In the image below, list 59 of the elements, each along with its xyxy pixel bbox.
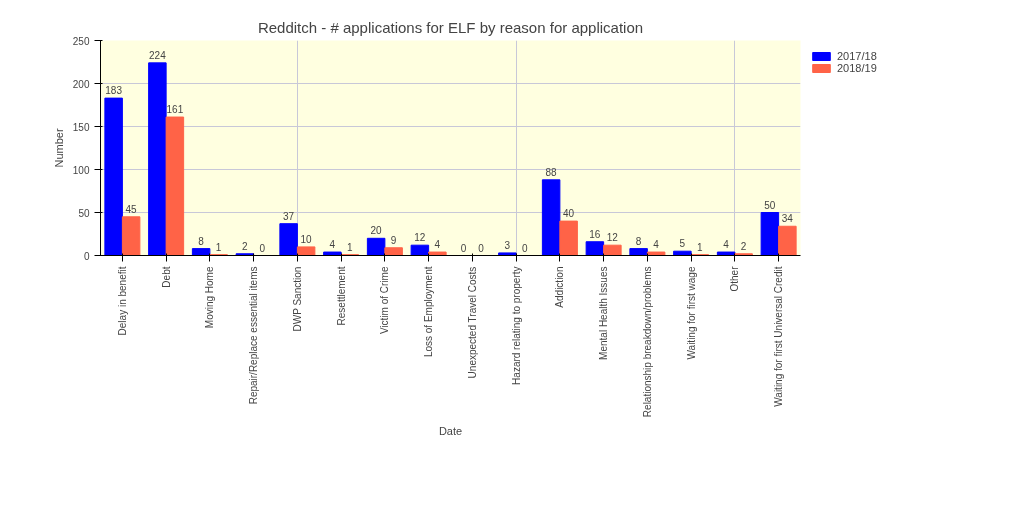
y-axis-title: Number bbox=[52, 128, 65, 168]
y-tick-label: 100 bbox=[72, 164, 90, 176]
x-tick-label: Resettlement bbox=[335, 266, 347, 326]
data-label: 2 bbox=[740, 240, 747, 252]
data-label: 0 bbox=[259, 242, 266, 254]
data-label: 224 bbox=[149, 49, 167, 61]
data-label: 16 bbox=[589, 228, 601, 240]
x-tick-label: Mental Health Issues bbox=[598, 266, 610, 360]
data-label: 1 bbox=[697, 241, 704, 253]
y-tick-label: 250 bbox=[72, 35, 90, 47]
chart-title: Redditch - # applications for ELF by reason for application bbox=[257, 18, 644, 36]
x-tick-label: Unexpected Travel Costs bbox=[466, 266, 478, 379]
data-label: 12 bbox=[414, 232, 426, 244]
data-label: 10 bbox=[300, 233, 313, 245]
data-label: 8 bbox=[635, 235, 642, 247]
y-tick-label: 50 bbox=[78, 207, 90, 219]
data-label: 45 bbox=[125, 203, 138, 215]
data-label: 8 bbox=[198, 235, 205, 247]
data-label: 9 bbox=[390, 234, 397, 246]
x-tick-label: Loss of Employment bbox=[423, 266, 435, 358]
x-tick-label: Other bbox=[729, 265, 741, 292]
x-tick-label: Waiting for first Universal Credit bbox=[773, 266, 785, 407]
data-label: 1 bbox=[347, 241, 354, 253]
data-label: 40 bbox=[563, 208, 575, 220]
y-tick-label: 200 bbox=[72, 78, 90, 90]
data-label: 4 bbox=[329, 239, 336, 251]
data-label: 183 bbox=[105, 85, 123, 97]
data-label: 4 bbox=[434, 239, 441, 251]
x-tick-label: Repair/Replace essential items bbox=[248, 266, 260, 405]
x-tick-label: Debt bbox=[160, 266, 172, 288]
y-tick-label: 0 bbox=[83, 250, 90, 262]
y-tick-label: 150 bbox=[72, 121, 90, 133]
legend-label: 2018/19 bbox=[837, 62, 877, 74]
x-tick-label: Hazard relating to property bbox=[510, 266, 522, 385]
x-tick-label: Addiction bbox=[554, 266, 566, 308]
data-label: 4 bbox=[653, 239, 660, 251]
data-label: 0 bbox=[478, 242, 485, 254]
x-tick-label: Delay in benefit bbox=[116, 266, 128, 336]
x-tick-label: DWP Sanction bbox=[291, 266, 303, 332]
data-label: 4 bbox=[723, 239, 730, 251]
x-axis-title: Date bbox=[438, 425, 463, 438]
x-tick-label: Victim of Crime bbox=[379, 266, 391, 335]
data-label: 1 bbox=[215, 241, 222, 253]
data-label: 2 bbox=[242, 240, 249, 252]
data-label: 0 bbox=[522, 242, 529, 254]
x-tick-label: Relationship breakdown/problems bbox=[641, 266, 653, 418]
data-label: 34 bbox=[781, 213, 794, 225]
x-tick-label: Moving Home bbox=[204, 266, 216, 329]
data-label: 50 bbox=[764, 199, 776, 211]
data-label: 37 bbox=[283, 210, 295, 222]
data-label: 161 bbox=[166, 104, 184, 116]
data-label: 0 bbox=[460, 242, 467, 254]
data-label: 88 bbox=[545, 166, 558, 178]
data-label: 5 bbox=[679, 238, 686, 250]
x-tick-label: Waiting for first wage bbox=[685, 266, 697, 360]
data-label: 12 bbox=[606, 232, 619, 244]
legend-label: 2017/18 bbox=[837, 50, 877, 62]
data-label: 3 bbox=[504, 239, 511, 251]
data-label: 20 bbox=[370, 225, 383, 237]
